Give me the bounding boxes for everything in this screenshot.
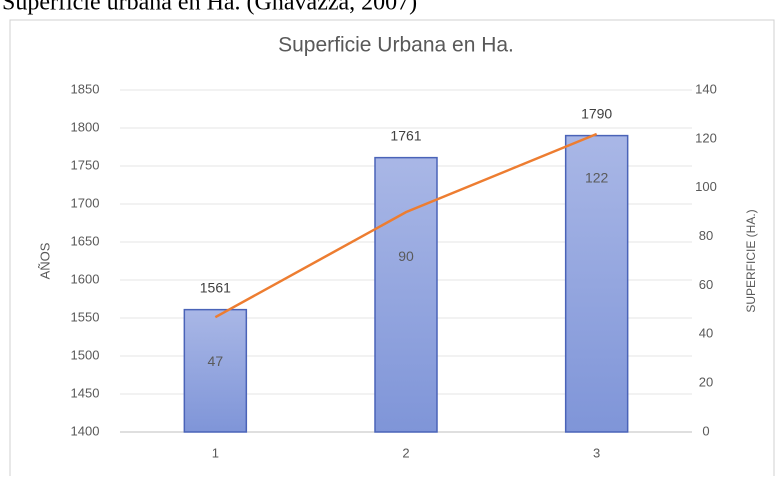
y-tick-label: 1600 (71, 271, 100, 286)
y-tick-label: 1700 (71, 195, 100, 210)
y2-tick-label: 100 (695, 179, 717, 194)
bar-value-label: 1790 (581, 105, 612, 121)
line-value-label: 90 (398, 248, 414, 264)
y-tick-label: 1800 (71, 119, 100, 134)
y2-tick-label: 80 (699, 228, 713, 243)
x-tick-label: 1 (212, 445, 219, 460)
y-tick-label: 1400 (71, 423, 100, 438)
y-tick-label: 1550 (71, 309, 100, 324)
bar-value-label: 1561 (200, 279, 231, 295)
y2-axis-label: SUPERFICIE (HA.) (744, 209, 758, 312)
caption: Superficie urbana en Ha. (Gnavazza, 2007… (2, 0, 417, 16)
y-axis-label: AÑOS (37, 242, 52, 279)
y-tick-label: 1650 (71, 233, 100, 248)
x-tick-label: 2 (402, 445, 409, 460)
y-tick-label: 1750 (71, 157, 100, 172)
line-value-label: 122 (585, 170, 609, 186)
x-tick-label: 3 (593, 445, 600, 460)
y2-tick-label: 120 (695, 130, 717, 145)
line (214, 132, 598, 319)
y2-tick-label: 140 (695, 81, 717, 96)
line-value-label: 47 (208, 353, 224, 369)
y2-tick-label: 60 (699, 277, 713, 292)
bar (183, 308, 248, 433)
y2-tick-label: 0 (702, 423, 709, 438)
y-tick-label: 1850 (71, 81, 100, 96)
bar (564, 134, 629, 433)
bar (374, 156, 438, 433)
y2-tick-label: 20 (699, 375, 713, 390)
bar-value-label: 1761 (390, 127, 421, 143)
y-tick-label: 1450 (71, 385, 100, 400)
y2-tick-label: 40 (699, 326, 713, 341)
y-tick-label: 1500 (71, 347, 100, 362)
chart-title: Superficie Urbana en Ha. (278, 34, 514, 57)
